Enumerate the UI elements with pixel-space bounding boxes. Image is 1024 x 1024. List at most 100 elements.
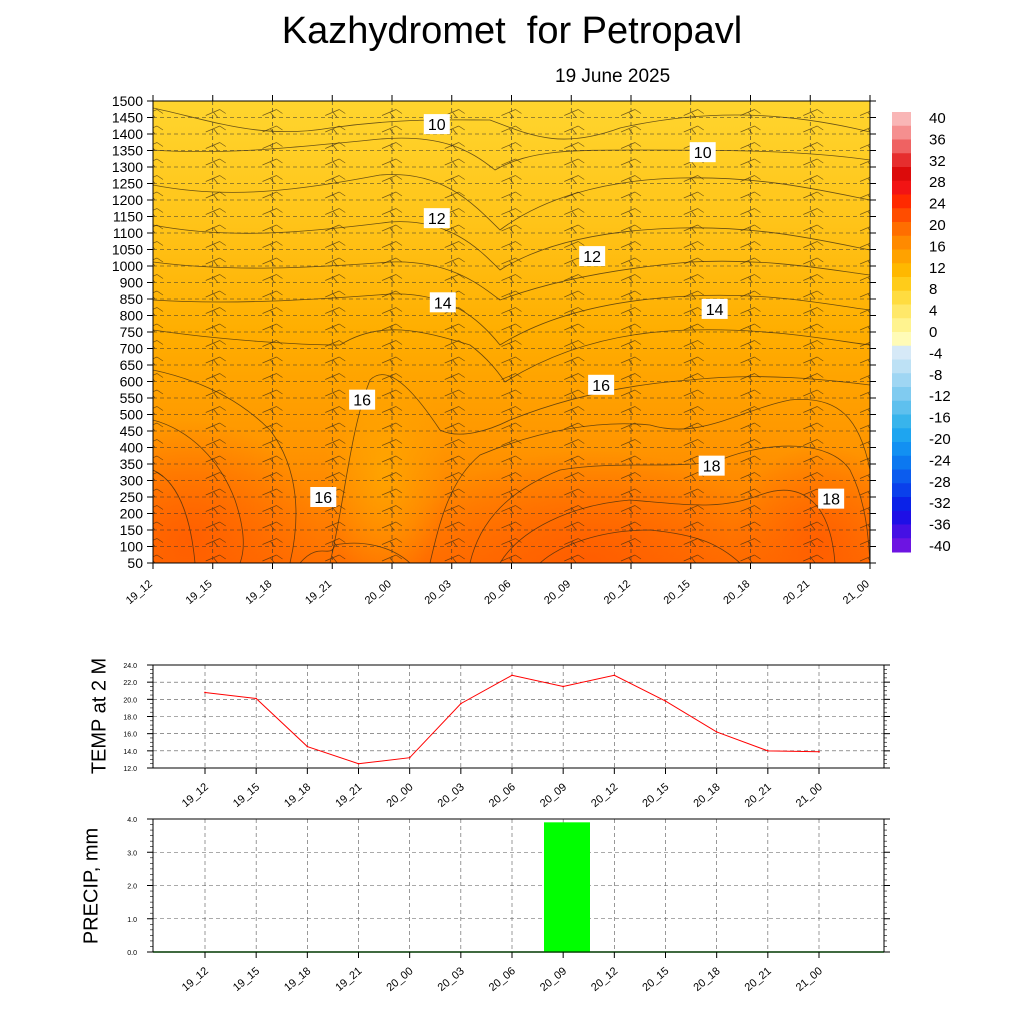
isotherm (153, 419, 244, 563)
colorbar-swatch (892, 125, 911, 140)
wind-barb (695, 101, 696, 102)
wind-barb (564, 488, 585, 498)
wind-barb (683, 389, 704, 399)
wind-barb (153, 406, 164, 415)
wind-barb (153, 538, 164, 547)
x-tick-label: 19_12 (180, 965, 211, 994)
y-tick-label: 450 (120, 423, 144, 439)
isotherm (539, 529, 741, 563)
colorbar: 4036322824201612840-4-8-12-16-20-24-28-3… (892, 110, 951, 555)
wind-barb (501, 422, 522, 432)
wind-barb (683, 439, 704, 448)
wind-barb (153, 158, 164, 168)
wind-barb (859, 440, 870, 446)
x-tick-label: 19_15 (231, 965, 262, 994)
temp-point (511, 674, 513, 677)
colorbar-swatch (892, 345, 911, 360)
wind-barb (205, 439, 226, 448)
wind-barb (859, 193, 870, 199)
x-tick-label: 20_18 (691, 965, 722, 994)
contour-label-box (423, 114, 450, 135)
colorbar-swatch (892, 538, 911, 553)
wind-barb (740, 191, 761, 201)
wind-barb (859, 259, 870, 265)
wind-barb (620, 323, 642, 333)
precip-y-label: PRECIP, mm (80, 828, 102, 944)
wind-barb (262, 554, 283, 563)
wind-barb (859, 292, 870, 298)
precip-x-axis: 19_12 19_15 19_18 19_21 20_00 20_03 20_06 20_09… (180, 952, 825, 994)
temp-grid (153, 665, 884, 768)
temp-x-axis: 19_12 19_15 19_18 19_21 20_00 20_03 20_06 20_09… (180, 768, 825, 810)
contour-label-box (698, 455, 725, 476)
temp-point (408, 756, 411, 759)
wind-barb (803, 158, 824, 168)
wind-barb (803, 389, 824, 399)
wind-barb (381, 472, 403, 481)
colorbar-swatch (892, 235, 911, 250)
isotherm (153, 174, 870, 231)
contour-label: 12 (579, 246, 606, 267)
wind-barb (620, 554, 642, 563)
contour-label-text: 12 (583, 249, 601, 266)
x-tick-label: 20_18 (721, 578, 752, 607)
x-tick-label: 19_12 (180, 781, 211, 810)
contour-labels: 10 10 12 12 14 14 16 16 16 18 18 (310, 114, 845, 509)
wind-barb (859, 127, 870, 133)
contour-label-text: 18 (822, 492, 840, 509)
wind-barb (262, 373, 283, 382)
wind-barb (262, 422, 283, 432)
x-tick-label: 21_00 (794, 965, 825, 994)
contour-label-box (349, 389, 376, 410)
wind-barb (564, 109, 585, 118)
wind-barb (262, 241, 283, 250)
wind-barb (153, 191, 164, 201)
x-tick-label: 19_12 (124, 578, 155, 607)
y-tick-label: 1350 (112, 143, 143, 159)
wind-barb (325, 538, 346, 547)
wind-barb (501, 290, 522, 300)
wind-barb (740, 422, 761, 432)
y-tick-label: 750 (120, 324, 144, 340)
temp-y-label: TEMP at 2 M (88, 658, 110, 774)
wind-barb (325, 208, 346, 217)
wind-barb (262, 472, 283, 481)
x-tick-label: 20_03 (436, 965, 467, 994)
colorbar-swatch (892, 497, 911, 512)
wind-barb (859, 358, 870, 364)
wind-barb (859, 275, 870, 281)
y-tick-label: 1500 (112, 93, 143, 109)
y-tick-label: 1400 (112, 126, 143, 142)
colorbar-label: -36 (929, 517, 951, 534)
y-tick-label: 350 (120, 456, 144, 472)
wind-barb (381, 554, 403, 563)
wind-barb (205, 340, 226, 349)
colorbar-swatch (892, 373, 911, 388)
isotherm (429, 398, 870, 563)
cool-patch (325, 350, 445, 563)
y-tick-label: 1100 (113, 225, 143, 241)
wind-barb (205, 488, 226, 498)
wind-barb (325, 109, 346, 118)
x-tick-label: 20_03 (436, 781, 467, 810)
wind-barb (859, 143, 870, 149)
contour-label: 16 (349, 389, 376, 410)
wind-barb (381, 241, 403, 250)
wind-barb (620, 472, 642, 481)
wind-barb (153, 109, 164, 118)
y-tick-label: 100 (120, 539, 144, 555)
y-tick-label: 1300 (112, 159, 143, 175)
colorbar-label: -4 (929, 345, 942, 362)
x-tick-label: 20_06 (487, 781, 518, 810)
isotherm (153, 369, 297, 563)
x-tick-label: 20_06 (482, 578, 513, 607)
contour-label-box (818, 488, 845, 509)
temp-point (357, 762, 360, 765)
contour-label-box (579, 246, 606, 267)
colorbar-swatch (892, 194, 911, 209)
wind-barb (205, 307, 226, 316)
wind-barb (740, 142, 761, 151)
wind-barb (620, 191, 642, 201)
y-tick-label: 2.0 (127, 884, 137, 891)
x-tick-label: 19_15 (231, 781, 262, 810)
